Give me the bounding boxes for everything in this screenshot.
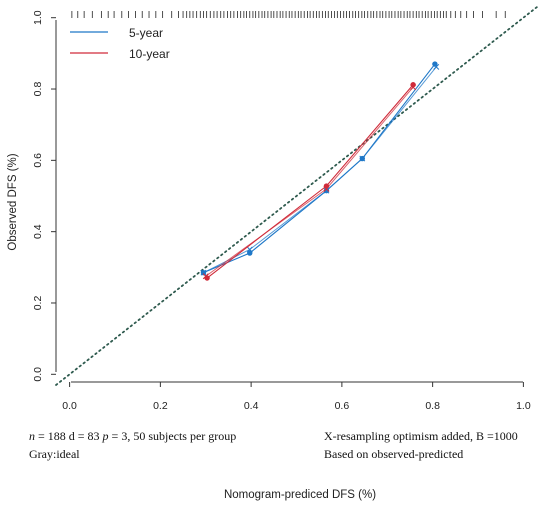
series-point-5-year: [247, 250, 253, 256]
y-tick-label: 0.2: [32, 296, 44, 311]
y-tick-label: 0.4: [32, 224, 44, 239]
x-tick-label: 0.6: [335, 400, 350, 412]
series-group: [200, 61, 440, 281]
annotation-sample-info: n = 188 d = 83 p = 3, 50 subjects per gr…: [29, 429, 236, 443]
series-point-10-year: [323, 183, 330, 189]
y-axis-label: Observed DFS (%): [7, 153, 19, 250]
annotation-n-symbol: n: [29, 429, 35, 443]
series-point-5-year: [359, 155, 365, 162]
x-tick-label: 0.0: [62, 400, 77, 412]
axes: [55, 20, 523, 383]
ideal-line-group: [55, 6, 538, 386]
annotation-gray-ideal: Gray:ideal: [29, 447, 80, 461]
series-line-10-year-corrected: [205, 86, 414, 277]
x-tick-label: 0.4: [244, 400, 259, 412]
y-tick-label: 0.6: [32, 153, 44, 168]
annotation-p-symbol: p: [102, 429, 109, 443]
legend-label-10-year: 10-year: [129, 47, 170, 61]
x-ticks: 0.0 0.2 0.4 0.6 0.8 1.0: [62, 382, 531, 412]
rug-marks: [71, 11, 506, 18]
annotation-based-on: Based on observed-predicted: [324, 447, 463, 461]
series-line-10-year: [206, 84, 414, 279]
x-tick-label: 1.0: [516, 400, 531, 412]
series-point-10-year: [204, 275, 210, 281]
annotation-resampling: X-resampling optimism added, B =1000: [324, 429, 518, 443]
series-point-5-year: [432, 61, 438, 67]
y-ticks: 0.0 0.2 0.4 0.6 0.8 1.0: [32, 10, 56, 382]
annotation-n-value: = 188 d = 83: [35, 429, 103, 443]
legend: 5-year 10-year: [70, 26, 170, 61]
y-tick-label: 0.8: [32, 82, 44, 97]
series-point-5-year: [200, 269, 207, 276]
legend-label-5-year: 5-year: [129, 26, 163, 40]
annotation-p-value: = 3, 50 subjects per group: [109, 429, 237, 443]
series-point-10-year: [410, 82, 416, 88]
y-tick-label: 1.0: [32, 10, 44, 25]
ideal-line: [55, 6, 538, 386]
x-tick-label: 0.2: [153, 400, 168, 412]
x-tick-label: 0.8: [425, 400, 440, 412]
y-tick-label: 0.0: [32, 367, 44, 382]
x-axis-label: Nomogram-prediced DFS (%): [224, 489, 376, 501]
